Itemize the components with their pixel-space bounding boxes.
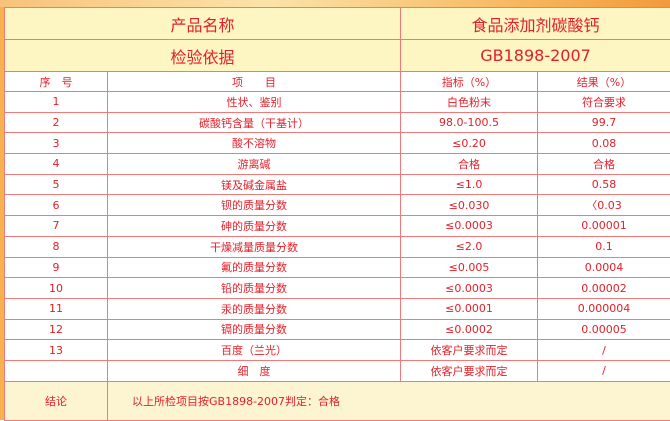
row-spec: 合格	[401, 154, 538, 175]
row-spec: ≤1.0	[401, 174, 538, 195]
row-spec: 98.0-100.5	[401, 112, 538, 133]
row-result: /	[538, 360, 670, 381]
row-item: 镁及碱金属盐	[108, 174, 401, 195]
row-item: 碳酸钙含量（干基计）	[108, 112, 401, 133]
row-item: 游离碱	[108, 154, 401, 175]
row-spec: ≤0.030	[401, 195, 538, 216]
row-spec: ≤0.0003	[401, 216, 538, 237]
row-result: 合格	[538, 154, 670, 175]
row-item: 性状、鉴别	[108, 92, 401, 113]
row-item: 酸不溶物	[108, 133, 401, 154]
row-number: 10	[5, 278, 108, 299]
inspection-basis-value: GB1898-2007	[401, 40, 670, 72]
header-result: 结果（%）	[538, 72, 670, 92]
conclusion-row: 结论以上所检项目按GB1898-2007判定：合格	[5, 381, 670, 420]
inspection-report-table: 产品名称 食品添加剂碳酸钙 检验依据 GB1898-2007 序 号 项 目 指…	[4, 7, 670, 421]
row-spec: ≤2.0	[401, 236, 538, 257]
row-number: 8	[5, 236, 108, 257]
row-result: 0.0004	[538, 257, 670, 278]
row-spec: 白色粉末	[401, 92, 538, 113]
row-item: 钡的质量分数	[108, 195, 401, 216]
row-number: 1	[5, 92, 108, 113]
row-number: 13	[5, 340, 108, 361]
header-item: 项 目	[108, 72, 401, 92]
row-item: 干燥减量质量分数	[108, 236, 401, 257]
top-decorative-strip	[0, 0, 670, 7]
row-item: 汞的质量分数	[108, 298, 401, 319]
row-spec: 依客户要求而定	[401, 360, 538, 381]
inspection-basis-label: 检验依据	[5, 40, 401, 72]
row-item: 百度（兰光）	[108, 340, 401, 361]
product-name-value: 食品添加剂碳酸钙	[401, 8, 670, 40]
row-result: 0.1	[538, 236, 670, 257]
row-spec: 依客户要求而定	[401, 340, 538, 361]
row-number: 11	[5, 298, 108, 319]
row-result: 0.000004	[538, 298, 670, 319]
header-spec: 指标（%）	[401, 72, 538, 92]
row-spec: ≤0.0001	[401, 298, 538, 319]
row-result: 0.58	[538, 174, 670, 195]
row-spec: ≤0.0002	[401, 319, 538, 340]
row-number: 4	[5, 154, 108, 175]
row-spec: ≤0.005	[401, 257, 538, 278]
row-item: 砷的质量分数	[108, 216, 401, 237]
header-no: 序 号	[5, 72, 108, 92]
row-result: 0.00001	[538, 216, 670, 237]
row-number: 9	[5, 257, 108, 278]
table-row: 细 度依客户要求而定/	[5, 360, 670, 381]
row-number: 2	[5, 112, 108, 133]
product-name-row: 产品名称 食品添加剂碳酸钙	[5, 8, 670, 40]
column-header-row: 序 号 项 目 指标（%） 结果（%）	[5, 72, 670, 92]
row-spec: ≤0.0003	[401, 278, 538, 299]
row-result: 〈0.03	[538, 195, 670, 216]
row-item: 镉的质量分数	[108, 319, 401, 340]
row-item: 细 度	[108, 360, 401, 381]
row-item: 铅的质量分数	[108, 278, 401, 299]
product-name-label: 产品名称	[5, 8, 401, 40]
conclusion-label: 结论	[5, 381, 108, 420]
row-result: /	[538, 340, 670, 361]
conclusion-text: 以上所检项目按GB1898-2007判定：合格	[108, 381, 670, 420]
row-number: 6	[5, 195, 108, 216]
row-result: 0.00005	[538, 319, 670, 340]
row-number: 5	[5, 174, 108, 195]
row-result: 99.7	[538, 112, 670, 133]
row-result: 0.00002	[538, 278, 670, 299]
row-item: 氟的质量分数	[108, 257, 401, 278]
row-number	[5, 360, 108, 381]
row-spec: ≤0.20	[401, 133, 538, 154]
row-result: 0.08	[538, 133, 670, 154]
row-number: 3	[5, 133, 108, 154]
row-number: 12	[5, 319, 108, 340]
inspection-basis-row: 检验依据 GB1898-2007	[5, 40, 670, 72]
row-number: 7	[5, 216, 108, 237]
row-result: 符合要求	[538, 92, 670, 113]
